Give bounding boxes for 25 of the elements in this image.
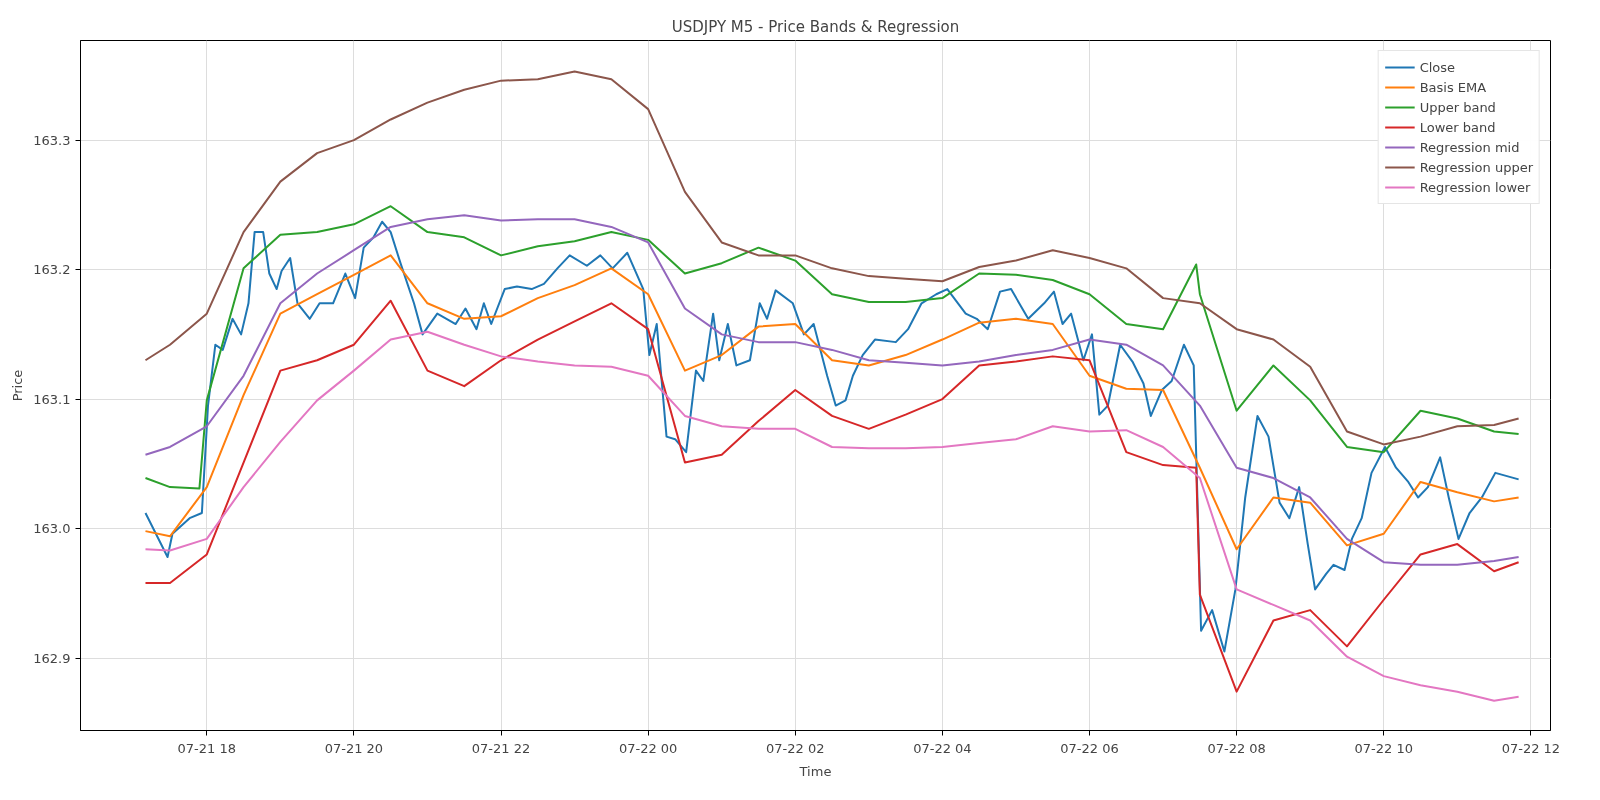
x-tick-label: 07-22 04 [913,740,972,756]
x-tick-label: 07-21 20 [324,740,384,756]
legend-label: Basis EMA [1419,79,1487,95]
chart-title: USDJPY M5 - Price Bands & Regression [671,17,960,36]
x-tick-label: 07-22 10 [1354,740,1413,756]
x-tick-label: 07-21 18 [177,740,237,756]
y-axis-title: Price [10,369,26,402]
y-tick-label: 163.1 [33,391,71,407]
x-axis-title: Time [798,763,832,779]
x-tick-label: 07-22 12 [1501,740,1561,756]
x-tick-label: 07-21 22 [471,740,531,756]
legend-label: Regression mid [1419,139,1520,155]
x-tick-label: 07-22 00 [618,740,678,756]
x-tick-label: 07-22 06 [1060,740,1119,756]
y-tick-label: 163.2 [33,262,71,278]
legend-label: Upper band [1419,99,1496,115]
legend-label: Regression lower [1419,179,1531,195]
y-tick-label: 163.3 [33,132,71,148]
y-tick-label: 163.0 [33,521,71,537]
x-tick-label: 07-22 02 [766,740,825,756]
legend-label: Lower band [1419,119,1496,135]
y-tick-label: 162.9 [33,650,71,666]
legend-label: Close [1419,59,1456,75]
legend-label: Regression upper [1419,159,1533,175]
x-tick-label: 07-22 08 [1207,740,1266,756]
